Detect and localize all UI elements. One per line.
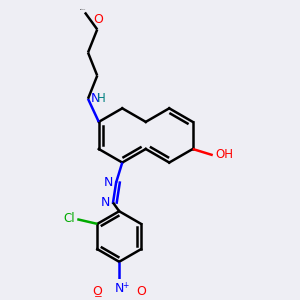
Text: N: N [115,282,124,295]
Text: N: N [91,92,100,105]
Text: Cl: Cl [64,212,75,225]
Text: O: O [93,13,103,26]
Text: −: − [94,292,102,300]
Text: N: N [100,196,110,209]
Text: O: O [92,285,102,298]
Text: OH: OH [215,148,233,161]
Text: +: + [122,281,129,290]
Text: N: N [104,176,113,189]
Text: methoxy: methoxy [80,9,86,10]
Text: O: O [136,285,146,298]
Text: H: H [97,92,105,105]
